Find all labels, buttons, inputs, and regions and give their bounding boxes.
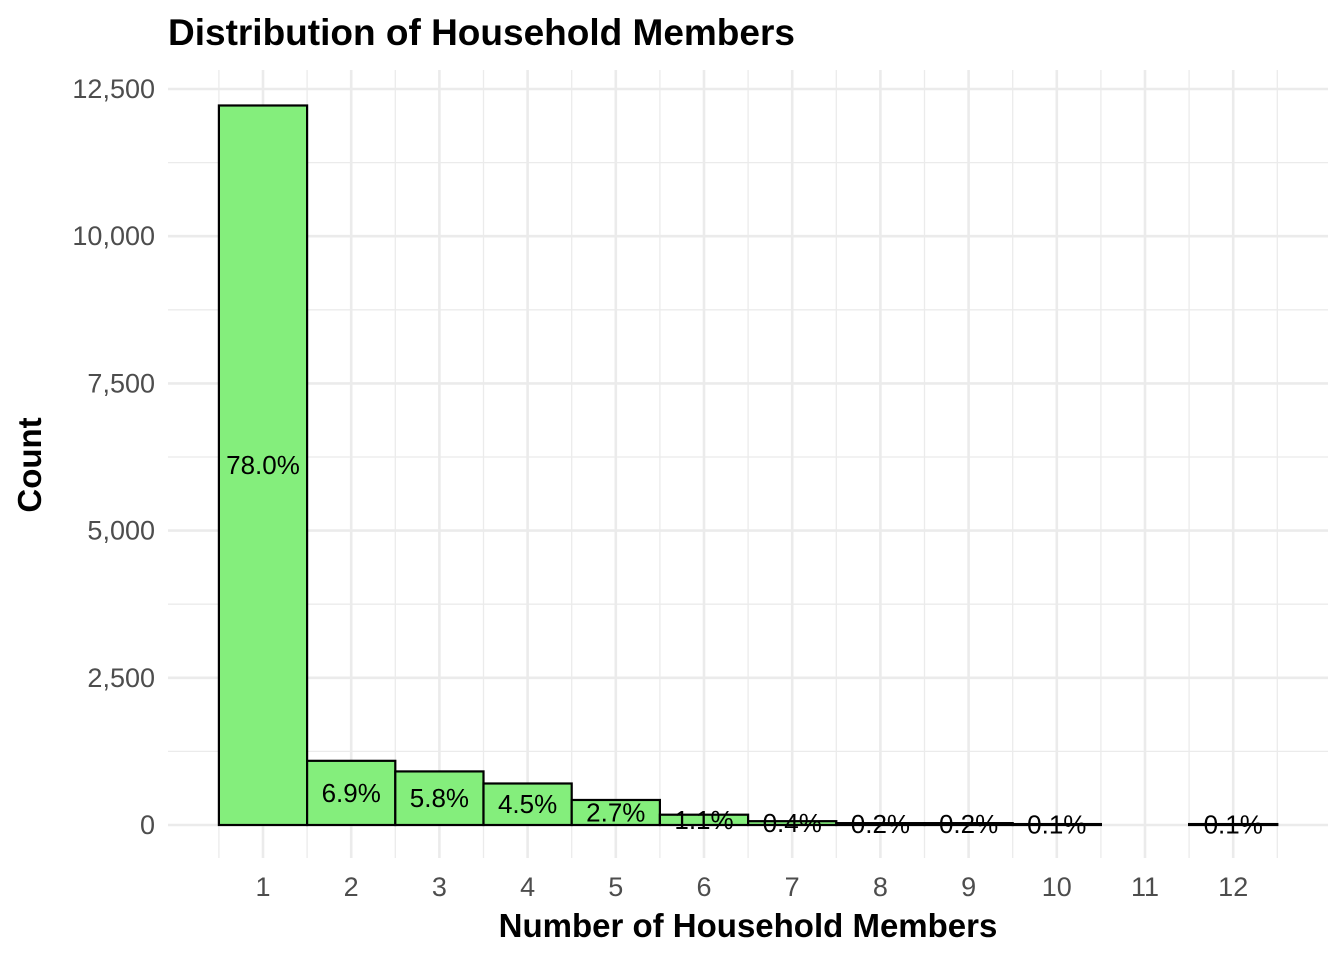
bar-3 [394, 770, 485, 827]
bar-5 [570, 798, 662, 827]
x-tick-label: 11 [1131, 872, 1159, 902]
y-tick-label: 7,500 [87, 368, 155, 398]
bar-1 [217, 104, 309, 827]
y-tick-label: 0 [140, 810, 155, 840]
x-tick-label: 1 [255, 872, 270, 902]
bar-10 [1011, 822, 1103, 827]
bar-12 [1187, 822, 1279, 827]
bar-label-1: 78.0% [226, 450, 300, 480]
bar-label-12: 0.1% [1204, 810, 1263, 840]
y-tick-label: 5,000 [87, 516, 155, 546]
x-tick-label: 7 [785, 872, 800, 902]
x-tick-label: 12 [1218, 872, 1248, 902]
x-tick-label: 4 [520, 872, 535, 902]
bar-label-8: 0.2% [851, 809, 910, 839]
chart-title: Distribution of Household Members [168, 12, 795, 53]
y-tick-label: 2,500 [87, 663, 155, 693]
bar-4 [482, 782, 573, 827]
bars [217, 104, 1279, 827]
x-tick-label: 8 [873, 872, 888, 902]
bar-label-6: 1.1% [674, 805, 733, 835]
bar-2 [306, 759, 397, 827]
x-axis-ticks: 1 2 3 4 5 6 7 8 9 10 11 12 [255, 872, 1248, 902]
bar-label-4: 4.5% [498, 789, 557, 819]
y-tick-label: 12,500 [72, 74, 155, 104]
y-axis-title: Count [11, 417, 48, 512]
bar-6 [658, 813, 750, 827]
bar-label-10: 0.1% [1027, 810, 1086, 840]
x-axis-title: Number of Household Members [499, 907, 998, 944]
x-tick-label: 9 [961, 872, 976, 902]
bar-label-2: 6.9% [322, 778, 381, 808]
bar-label-5: 2.7% [586, 797, 645, 827]
bar-label-9: 0.2% [939, 809, 998, 839]
x-tick-label: 6 [696, 872, 711, 902]
y-tick-label: 10,000 [72, 221, 155, 251]
grid [168, 70, 1328, 858]
bar-labels: 78.0% 6.9% 5.8% 4.5% 2.7% 1.1% 0.4% 0.2% 0.2% 0.1… [226, 450, 1263, 839]
x-tick-label: 2 [344, 872, 359, 902]
y-axis-ticks: 0 2,500 5,000 7,500 10,000 12,500 [72, 74, 155, 840]
x-tick-label: 5 [608, 872, 623, 902]
bar-label-7: 0.4% [763, 808, 822, 838]
bar-label-3: 5.8% [410, 783, 469, 813]
x-tick-label: 3 [432, 872, 447, 902]
x-tick-label: 10 [1042, 872, 1072, 902]
